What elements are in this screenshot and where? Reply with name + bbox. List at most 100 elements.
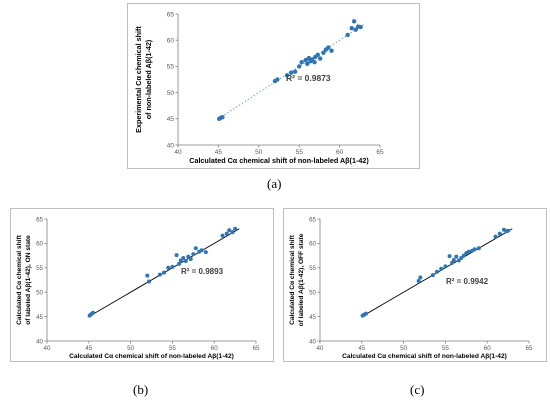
y-tick-label: 50 <box>167 90 175 97</box>
y-axis-label-line: of labeled Aβ(1-42), ON state <box>25 235 32 325</box>
data-point <box>227 228 232 233</box>
data-point <box>297 64 302 69</box>
y-tick-label: 45 <box>309 314 316 321</box>
data-point <box>166 265 171 270</box>
y-axis-label-line: Calculated Cα chemical shift <box>289 234 296 325</box>
data-point <box>418 275 423 280</box>
chart-panel-b: 40 45 50 55 60 65 40 45 50 55 60 65 R² = 0.9893 Calcu… <box>10 208 274 362</box>
x-tick-label: 40 <box>174 149 182 156</box>
x-tick-label: 55 <box>169 345 176 352</box>
data-point <box>451 257 456 262</box>
data-point <box>439 266 444 271</box>
data-point <box>450 260 455 265</box>
data-point <box>321 50 326 55</box>
data-point <box>233 226 238 231</box>
data-point <box>191 252 196 257</box>
x-tick-label: 65 <box>253 345 260 352</box>
y-tick-label: 45 <box>167 116 175 123</box>
data-point <box>183 258 188 263</box>
y-tick-label: 50 <box>309 290 316 297</box>
data-point <box>90 310 95 315</box>
y-tick-label: 40 <box>167 142 175 149</box>
data-point <box>459 256 464 261</box>
data-point <box>358 24 363 30</box>
chart-panel-c: 40 45 50 55 60 65 40 45 50 55 60 65 R² = 0.9942 Calcu… <box>283 208 547 362</box>
data-point <box>435 269 440 274</box>
data-point <box>353 27 358 32</box>
y-axis-label-line: of non-labeled Aβ(1-42) <box>144 39 153 119</box>
data-point <box>472 247 477 252</box>
data-point <box>454 254 459 259</box>
r-squared-annotation: R² = 0.9942 <box>446 277 489 286</box>
data-point <box>456 258 461 263</box>
data-point <box>284 73 290 78</box>
x-axis-label: Calculated Cα chemical shift of non-labe… <box>189 156 369 165</box>
data-point <box>299 60 304 65</box>
data-point <box>199 248 204 253</box>
y-tick-label: 60 <box>167 38 175 45</box>
data-point <box>292 69 298 74</box>
y-tick-label: 40 <box>36 338 43 345</box>
y-tick-label: 60 <box>309 241 316 248</box>
data-point <box>345 32 350 38</box>
data-point <box>193 246 198 251</box>
data-point <box>146 279 151 284</box>
y-tick-label: 55 <box>36 265 43 272</box>
data-point <box>181 256 186 261</box>
x-axis-label: Calculated Cα chemical shift of non-labe… <box>342 353 507 360</box>
x-tick-label: 45 <box>358 345 365 352</box>
caption-c: (c) <box>410 382 425 397</box>
x-tick-label: 40 <box>317 345 324 352</box>
scatter-chart-a: 40 45 50 55 60 65 40 45 50 55 60 65 R² = 0.9873 Calcu… <box>134 11 384 165</box>
data-point <box>497 231 502 236</box>
data-point <box>326 45 331 50</box>
caption-a: (a) <box>267 176 282 191</box>
trendline <box>218 24 365 120</box>
x-tick-label: 65 <box>526 345 533 352</box>
data-point <box>315 52 320 58</box>
data-point <box>178 258 183 263</box>
y-tick-label: 65 <box>167 11 175 18</box>
y-axis-label-line: Calculated Cα chemical shift <box>16 234 23 325</box>
data-point <box>351 19 357 24</box>
x-tick-label: 40 <box>44 345 51 352</box>
data-point <box>466 249 471 254</box>
data-point <box>443 264 448 269</box>
data-point <box>220 115 225 120</box>
data-point <box>186 254 191 259</box>
data-point <box>177 261 182 266</box>
data-point <box>157 272 162 277</box>
x-tick-label: 60 <box>211 345 218 352</box>
y-tick-label: 40 <box>309 338 316 345</box>
data-point <box>506 228 511 233</box>
data-point <box>447 254 452 259</box>
y-tick-label: 65 <box>36 216 43 223</box>
scatter-chart-c: 40 45 50 55 60 65 40 45 50 55 60 65 R² = 0.9942 Calcu… <box>289 216 533 360</box>
y-tick-label: 55 <box>309 265 316 272</box>
x-tick-label: 45 <box>215 149 223 156</box>
y-tick-label: 60 <box>36 241 43 248</box>
x-tick-label: 60 <box>484 345 491 352</box>
x-tick-label: 60 <box>336 149 344 156</box>
y-tick-label: 50 <box>36 290 43 297</box>
data-point <box>224 231 229 236</box>
scatter-chart-b: 40 45 50 55 60 65 40 45 50 55 60 65 R² = 0.9893 Calcu… <box>16 216 260 360</box>
caption-b: (b) <box>133 382 149 397</box>
chart-panel-a: 40 45 50 55 60 65 40 45 50 55 60 65 R² = 0.9873 Calcu… <box>127 3 420 169</box>
data-point <box>349 25 354 31</box>
r-squared-annotation: R² = 0.9873 <box>286 73 331 83</box>
data-point <box>430 273 435 278</box>
x-axis-label: Calculated Cα chemical shift of non-labe… <box>69 353 234 360</box>
y-tick-label: 65 <box>309 216 316 223</box>
data-point <box>476 246 481 251</box>
y-axis-label-line: Experimental Cα chemical shift <box>134 26 143 133</box>
data-point <box>329 48 334 53</box>
data-point <box>312 60 317 65</box>
data-point <box>288 70 294 75</box>
x-tick-label: 65 <box>376 149 384 156</box>
data-point <box>170 264 175 269</box>
data-point <box>318 56 323 61</box>
data-point <box>230 230 235 235</box>
x-tick-label: 50 <box>255 149 263 156</box>
data-point <box>303 57 308 63</box>
